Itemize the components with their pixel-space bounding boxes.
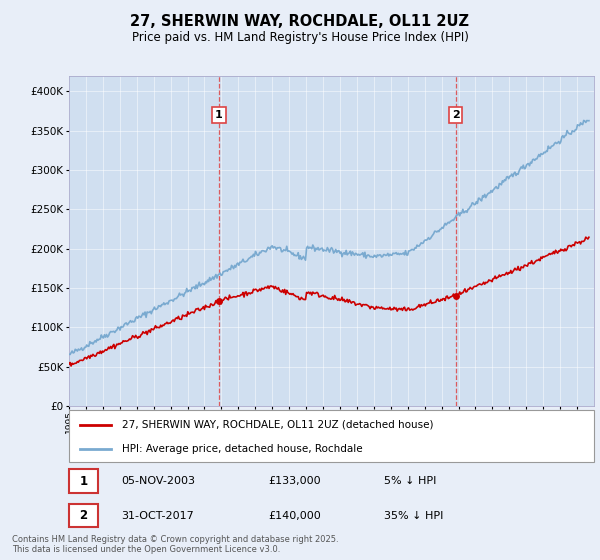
Text: £140,000: £140,000 — [269, 511, 321, 521]
Text: 31-OCT-2017: 31-OCT-2017 — [121, 511, 194, 521]
FancyBboxPatch shape — [69, 504, 98, 528]
Text: 2: 2 — [79, 509, 88, 522]
Text: 05-NOV-2003: 05-NOV-2003 — [121, 476, 196, 486]
Text: 1: 1 — [215, 110, 223, 120]
Text: 27, SHERWIN WAY, ROCHDALE, OL11 2UZ: 27, SHERWIN WAY, ROCHDALE, OL11 2UZ — [131, 14, 470, 29]
Text: 27, SHERWIN WAY, ROCHDALE, OL11 2UZ (detached house): 27, SHERWIN WAY, ROCHDALE, OL11 2UZ (det… — [121, 419, 433, 430]
Text: HPI: Average price, detached house, Rochdale: HPI: Average price, detached house, Roch… — [121, 444, 362, 454]
FancyBboxPatch shape — [69, 469, 98, 493]
Text: 2: 2 — [452, 110, 460, 120]
Text: 1: 1 — [79, 475, 88, 488]
Text: Price paid vs. HM Land Registry's House Price Index (HPI): Price paid vs. HM Land Registry's House … — [131, 31, 469, 44]
Text: 35% ↓ HPI: 35% ↓ HPI — [384, 511, 443, 521]
Text: 5% ↓ HPI: 5% ↓ HPI — [384, 476, 436, 486]
Text: Contains HM Land Registry data © Crown copyright and database right 2025.
This d: Contains HM Land Registry data © Crown c… — [12, 535, 338, 554]
Text: £133,000: £133,000 — [269, 476, 321, 486]
FancyBboxPatch shape — [69, 410, 594, 462]
